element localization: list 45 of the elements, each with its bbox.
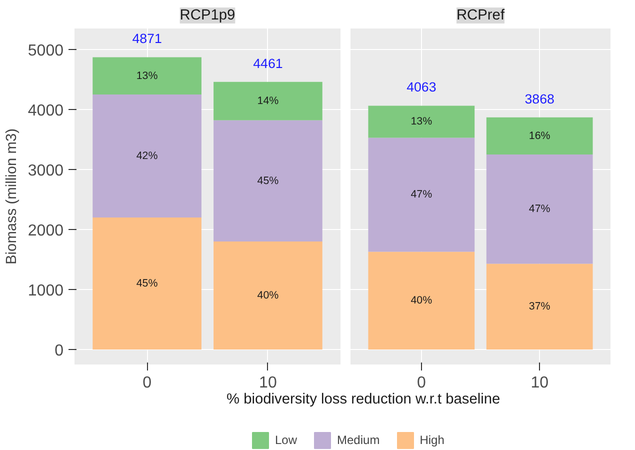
bar [368, 252, 475, 350]
bar [214, 120, 322, 242]
bar [486, 117, 593, 154]
total-label: 3868 [524, 91, 554, 106]
bar [92, 94, 202, 218]
legend-label: Low [275, 433, 298, 447]
legend-label: Medium [337, 433, 380, 447]
bar [214, 242, 322, 350]
annotation: 42% [136, 150, 158, 162]
annotation: 47% [410, 188, 433, 201]
y-tick-label: 1000 [28, 282, 64, 300]
y-tick-label: 4000 [28, 102, 64, 120]
y-tick-label: 3000 [28, 162, 64, 180]
x-tick-label: 10 [530, 374, 549, 392]
y-tick-label: 0 [54, 342, 64, 360]
y-tick-label: 2000 [28, 222, 64, 240]
annotation: 37% [528, 300, 551, 313]
y-axis-title: Biomass (million m3) [4, 128, 20, 264]
annotation: 47% [528, 203, 551, 216]
bar [92, 57, 202, 94]
x-axis-title: % biodiversity loss reduction w.r.t baseline [226, 392, 500, 408]
bar [368, 106, 475, 138]
annotation: 45% [136, 278, 158, 290]
y-tick-label: 5000 [28, 42, 64, 60]
annotation: 16% [528, 130, 551, 142]
annotation: 13% [410, 116, 433, 128]
bar [92, 218, 202, 350]
chart-title: RCP1p9 [180, 8, 236, 24]
chart-title: RCPref [456, 8, 506, 24]
total-label: 4063 [406, 80, 436, 95]
bar [368, 138, 475, 252]
x-tick-label: 10 [259, 374, 277, 392]
x-tick-label: 0 [142, 374, 152, 392]
annotation: 13% [136, 70, 158, 82]
total-label: 4871 [132, 31, 162, 46]
bar [486, 264, 593, 350]
bar [486, 154, 593, 264]
x-tick-label: 0 [416, 374, 426, 392]
annotation: 40% [410, 294, 433, 307]
total-label: 4461 [253, 56, 283, 71]
annotation: 14% [257, 95, 280, 108]
annotation: 40% [257, 290, 280, 302]
bar [214, 82, 322, 120]
legend-label: High [420, 433, 444, 447]
annotation: 45% [257, 174, 280, 187]
